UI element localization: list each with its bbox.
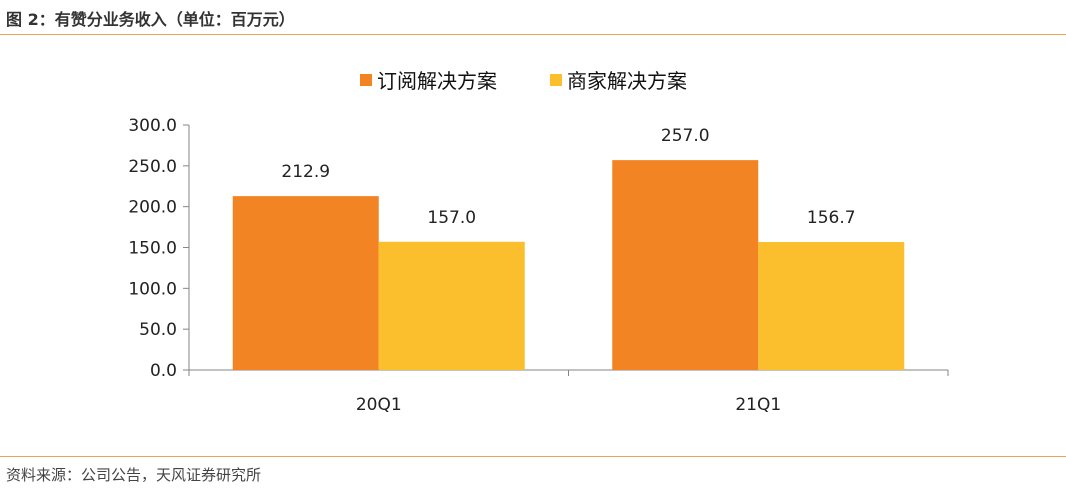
y-tick-label: 150.0 — [128, 239, 177, 259]
data-label: 156.7 — [807, 208, 856, 228]
legend-label: 商家解决方案 — [567, 69, 687, 93]
bar — [378, 241, 525, 370]
data-label: 257.0 — [661, 126, 710, 146]
y-tick-label: 0.0 — [150, 361, 177, 381]
y-tick-label: 200.0 — [128, 198, 177, 218]
x-category-label: 21Q1 — [735, 395, 781, 415]
legend-swatch — [360, 74, 372, 86]
y-tick-label: 50.0 — [139, 320, 177, 340]
bar — [758, 242, 905, 370]
top-divider — [0, 34, 1066, 35]
x-category-label: 20Q1 — [356, 395, 402, 415]
source-note: 资料来源：公司公告，天风证券研究所 — [6, 466, 262, 484]
legend-label: 订阅解决方案 — [377, 69, 497, 93]
legend-swatch — [550, 74, 562, 86]
y-tick-label: 250.0 — [128, 157, 177, 177]
figure-title: 图 2：有赞分业务收入（单位：百万元） — [6, 10, 295, 29]
y-tick-label: 300.0 — [128, 116, 177, 136]
data-label: 212.9 — [281, 162, 330, 182]
bottom-divider — [0, 456, 1066, 457]
data-label: 157.0 — [427, 208, 476, 228]
y-tick-label: 100.0 — [128, 279, 177, 299]
bar — [612, 160, 759, 370]
bar — [232, 196, 379, 370]
